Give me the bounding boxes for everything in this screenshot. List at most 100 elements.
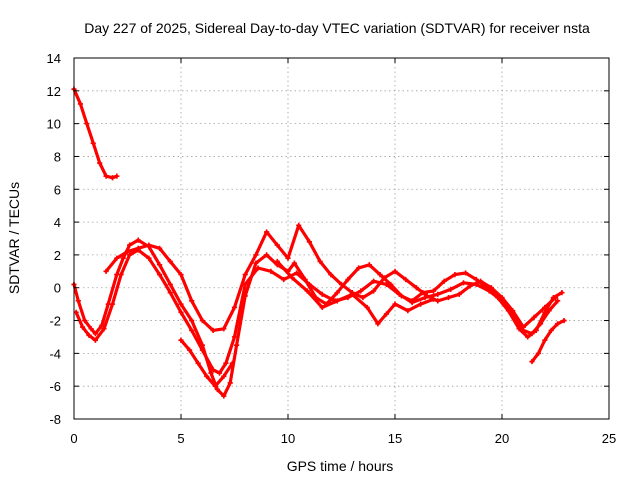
data-point	[546, 308, 552, 314]
data-point	[452, 272, 458, 278]
data-point	[537, 321, 544, 327]
data-point	[334, 298, 340, 304]
data-point	[510, 308, 516, 314]
data-point	[377, 272, 383, 278]
x-tick-label: 10	[281, 431, 295, 446]
data-point	[167, 290, 173, 296]
data-point	[86, 332, 92, 338]
data-point	[77, 101, 84, 107]
data-point	[101, 326, 107, 332]
data-point	[97, 160, 103, 166]
data-point	[531, 314, 537, 320]
data-point	[189, 298, 195, 304]
data-point	[289, 275, 295, 281]
data-point	[413, 285, 419, 291]
data-point	[424, 293, 430, 299]
data-point	[214, 386, 220, 393]
y-tick-label: 4	[54, 215, 61, 230]
data-point	[221, 393, 227, 399]
data-point	[264, 229, 270, 235]
data-point	[253, 252, 259, 258]
y-tick-label: 2	[54, 248, 61, 263]
data-point	[559, 290, 565, 296]
data-point	[135, 237, 141, 243]
grid	[74, 58, 609, 419]
x-tick-label: 5	[177, 431, 184, 446]
data-point	[109, 175, 116, 181]
data-point	[274, 242, 280, 248]
data-point	[392, 301, 398, 307]
data-point	[231, 304, 238, 311]
data-point	[285, 255, 291, 261]
data-point	[242, 272, 248, 278]
data-point	[199, 347, 205, 353]
data-point	[319, 291, 325, 297]
data-point	[221, 326, 227, 332]
data-point	[167, 258, 173, 265]
data-point	[371, 288, 377, 294]
data-point	[253, 260, 259, 266]
data-point	[127, 252, 133, 258]
data-point	[542, 337, 548, 343]
data-point	[356, 265, 362, 271]
data-point	[383, 311, 390, 317]
data-point	[178, 309, 184, 315]
plot-frame	[73, 57, 610, 420]
data-point	[345, 276, 351, 283]
data-point	[306, 239, 312, 245]
data-point	[529, 331, 535, 337]
data-point	[403, 276, 409, 283]
data-point	[456, 291, 462, 297]
data-point	[467, 283, 473, 289]
x-tick-label: 20	[495, 431, 509, 446]
y-tick-label: 14	[47, 51, 61, 66]
data-point	[448, 286, 454, 292]
data-point	[109, 301, 116, 307]
data-point	[304, 288, 310, 294]
data-point	[358, 288, 364, 294]
data-point	[103, 268, 109, 274]
data-point	[291, 260, 298, 266]
data-point	[364, 304, 370, 311]
data-point	[463, 270, 469, 276]
data-point	[338, 281, 345, 288]
x-axis-label: GPS time / hours	[287, 458, 394, 474]
data-point	[555, 298, 561, 304]
data-point	[92, 337, 98, 343]
data-point	[405, 308, 411, 314]
data-point	[75, 298, 81, 304]
data-point	[84, 121, 90, 127]
data-point	[229, 360, 235, 366]
data-point	[478, 278, 484, 284]
data-point	[293, 270, 300, 276]
y-tick-label: 10	[47, 117, 61, 132]
data-point	[561, 317, 567, 324]
x-tick-label: 25	[602, 431, 616, 446]
data-point	[208, 370, 214, 376]
data-point	[118, 272, 124, 278]
data-point	[268, 268, 274, 274]
data-point	[223, 360, 229, 366]
data-point	[216, 370, 223, 376]
data-point	[178, 301, 184, 307]
data-point	[319, 304, 325, 311]
data-point	[366, 262, 372, 268]
data-point	[535, 350, 541, 356]
data-point	[445, 294, 452, 301]
data-point	[371, 278, 377, 284]
series-trace-c	[104, 223, 558, 332]
data-point	[552, 294, 559, 301]
data-point	[157, 245, 163, 251]
data-point	[306, 281, 312, 288]
y-tick-label: -2	[49, 314, 61, 329]
data-point	[210, 367, 216, 373]
y-tick-label: 6	[54, 182, 61, 197]
y-tick-label: -4	[49, 346, 61, 361]
data-point	[435, 298, 441, 304]
data-point	[418, 301, 424, 307]
data-point	[92, 331, 98, 337]
data-point	[231, 334, 238, 340]
data-point	[221, 373, 227, 379]
data-point	[127, 242, 133, 248]
data-point	[274, 258, 280, 265]
